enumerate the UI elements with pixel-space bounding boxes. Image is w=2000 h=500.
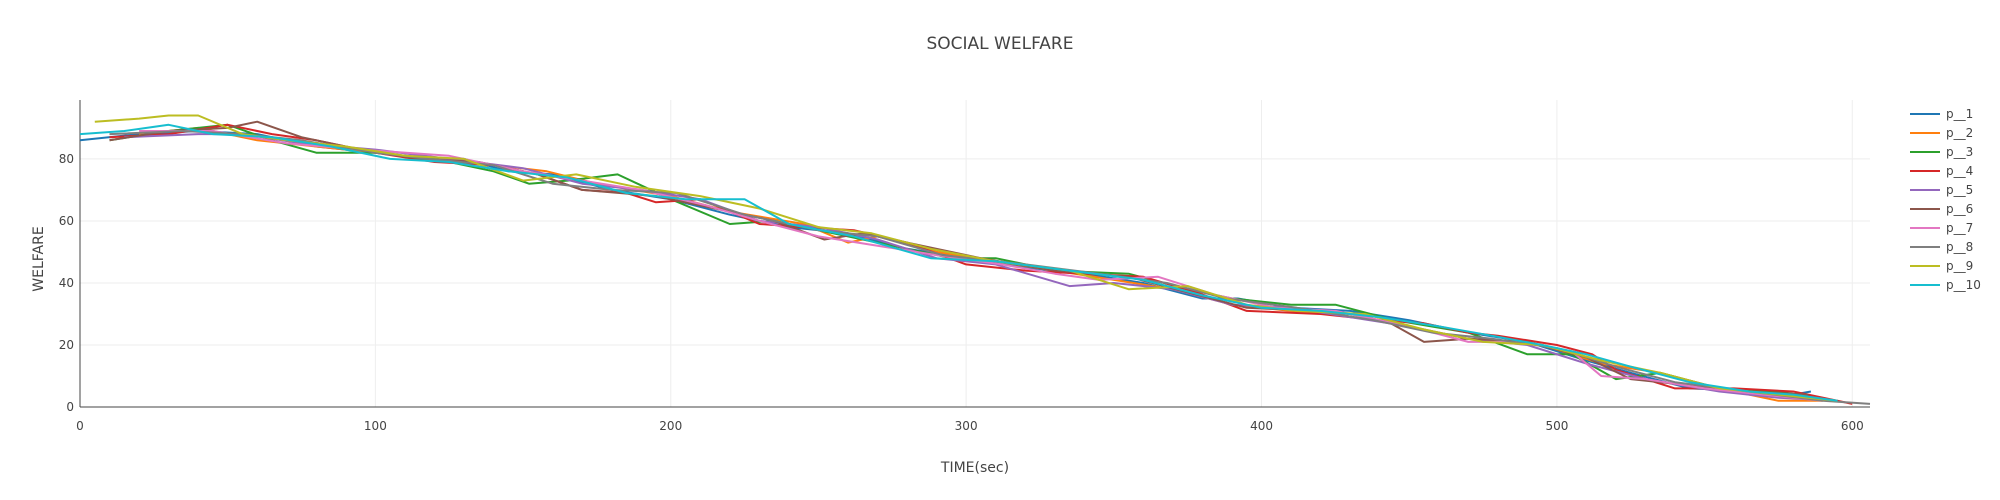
legend-label: p__2 bbox=[1946, 126, 1973, 140]
x-tick-label: 600 bbox=[1841, 419, 1864, 433]
legend-label: p__6 bbox=[1946, 202, 1973, 216]
series-line-p__10 bbox=[79, 123, 1838, 402]
y-axis-title: WELFARE bbox=[31, 226, 47, 291]
legend-label: p__5 bbox=[1946, 183, 1973, 197]
legend-label: p__10 bbox=[1946, 278, 1981, 292]
series-lines bbox=[79, 114, 1871, 405]
x-tick-label: 500 bbox=[1545, 419, 1568, 433]
y-tick-label: 80 bbox=[59, 152, 74, 166]
legend-label: p__4 bbox=[1946, 164, 1973, 178]
tick-labels: 0 100 200 300 400 500 600 0 20 40 60 80 bbox=[59, 152, 1864, 433]
axes bbox=[79, 100, 1870, 408]
legend-label: p__1 bbox=[1946, 107, 1973, 121]
y-tick-label: 40 bbox=[59, 276, 74, 290]
chart-title: SOCIAL WELFARE bbox=[927, 34, 1074, 54]
x-tick-label: 300 bbox=[955, 419, 978, 433]
series-line-p__5 bbox=[124, 133, 1838, 402]
legend: p__1 p__2 p__3 p__4 p__5 p__6 p__7 p__8 p__9 p__1… bbox=[1910, 107, 1981, 292]
x-axis-title: TIME(sec) bbox=[940, 460, 1009, 476]
grid-lines bbox=[80, 100, 1870, 407]
x-tick-label: 100 bbox=[364, 419, 387, 433]
y-tick-label: 20 bbox=[59, 338, 74, 352]
legend-label: p__3 bbox=[1946, 145, 1973, 159]
x-tick-label: 200 bbox=[659, 419, 682, 433]
x-tick-label: 400 bbox=[1250, 419, 1273, 433]
legend-label: p__7 bbox=[1946, 221, 1973, 235]
legend-label: p__9 bbox=[1946, 259, 1973, 273]
x-tick-label: 0 bbox=[76, 419, 84, 433]
legend-label: p__8 bbox=[1946, 240, 1973, 254]
y-tick-label: 0 bbox=[66, 400, 74, 414]
series-line-p__2 bbox=[138, 126, 1823, 402]
y-tick-label: 60 bbox=[59, 214, 74, 228]
